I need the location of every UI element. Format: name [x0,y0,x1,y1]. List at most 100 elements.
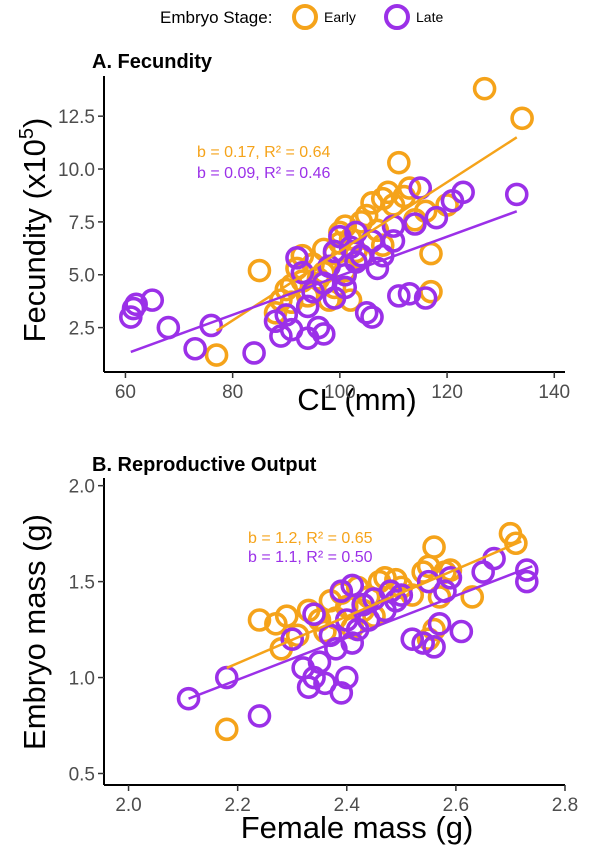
panel-b-point-late [329,681,354,705]
panel-a-point-late [344,250,368,274]
panel-a-xlabel: CL (mm) [297,382,416,417]
panel-a-point-late [306,315,331,340]
panel-a-x-tick-label: 100 [324,382,356,403]
panel-b-point-late [302,602,326,627]
panel-b-y-tick-label: 1.5 [69,573,95,594]
panel-a-y-tick-label: 5.0 [69,266,95,287]
panel-b-point-late [427,612,452,636]
panel-a-x-tick-label: 140 [538,382,570,403]
panel-b-point-late [438,565,463,590]
panel-b-point-late [307,650,332,675]
panel-b-x-tick-label: 2.8 [552,795,578,816]
panel-a-point-early [204,343,229,367]
panel-a-point-late [295,294,320,319]
panel-a-point-late [413,286,438,310]
panel-b-point-early [307,608,332,632]
panel-a-fecundity: A. Fecundity Fecundity (x105) CL (mm) b … [16,51,570,417]
panel-a-point-early [472,76,497,101]
panel-a-annotation-late: b = 0.09, R² = 0.46 [197,165,331,182]
panel-b-point-late [400,627,425,651]
panel-b-annotation-late: b = 1.1, R² = 0.50 [248,549,373,566]
panel-a-point-late [397,281,422,306]
panel-a-point-late [124,292,148,317]
panel-b-point-early [504,531,528,556]
panel-a-point-late [290,260,315,285]
panel-b-point-early [460,585,485,609]
panel-a-fit-line-early [215,136,518,332]
legend-title: Embryo Stage: [160,8,272,27]
legend-late-marker [384,4,410,30]
panel-a-point-late [274,303,299,327]
panel-a-point-late [333,275,358,300]
legend-early-label: Early [324,9,356,25]
panel-a-point-early [370,233,395,257]
panel-b-point-late [482,546,506,571]
panel-a-point-late [183,336,207,361]
panel-b-point-early [274,604,299,628]
panel-b-y-tick-label: 1.0 [69,669,95,690]
panel-a-point-late [424,205,449,230]
legend-item-early: Early [292,4,356,30]
panel-a-point-late [387,284,411,308]
panel-b-point-late [340,573,365,598]
panel-b-x-tick-label: 2.0 [115,795,141,816]
panel-a-y-tick-label: 7.5 [69,213,95,234]
panel-b-fit-line-late [188,565,533,700]
panel-a-point-late [451,180,475,205]
panel-b-xlabel: Female mass (g) [241,810,474,845]
panel-b-point-late [334,665,359,690]
panel-a-point-late [403,212,427,236]
panel-b-point-late [515,558,539,582]
panel-b-y-tick-label: 0.5 [69,764,95,785]
panel-b-point-late [280,627,305,651]
panel-a-y-tick-label: 2.5 [69,319,95,340]
panel-a-point-late [360,305,384,329]
panel-b-point-early [214,717,239,742]
panel-b-ylabel: Embryo mass (g) [17,514,52,750]
panel-a-point-early [419,241,443,266]
panel-a-point-early [338,288,363,312]
legend-late-label: Late [416,9,443,25]
panel-a-point-late [365,256,390,281]
panel-b-point-late [247,704,272,728]
panel-a-point-late [242,341,266,365]
panel-b-reproductive-output: B. Reproductive Output Embryo mass (g) F… [17,454,578,845]
panel-a-x-tick-label: 80 [222,382,243,403]
panel-a-point-late [504,182,529,207]
panel-b-point-late [449,619,474,644]
panel-b-annotation-early: b = 1.2, R² = 0.65 [248,530,373,547]
panel-a-point-early [247,258,272,283]
panel-a-point-early [387,150,411,175]
panel-b-title: B. Reproductive Output [92,454,317,476]
panel-b-y-tick-label: 2.0 [69,477,95,498]
panel-a-x-tick-label: 120 [431,382,463,403]
legend-item-late: Late [384,4,443,30]
panel-a-fit-line-late [130,210,518,354]
panel-a-title: A. Fecundity [92,51,213,73]
panel-a-plot-area: 60 80 100 120 140 2.5 5.0 7.5 10.0 12.5 [58,76,570,403]
panel-b-point-late [411,631,435,655]
panel-a-point-early [295,284,320,308]
panel-a-point-late [354,300,379,325]
legend-early-marker [292,4,318,30]
panel-b-plot-area: 2.0 2.2 2.4 2.6 2.8 0.5 1.0 1.5 2.0 [69,477,579,816]
panel-b-point-late [389,583,414,607]
panel-a-ylabel: Fecundity (x105) [16,118,52,343]
panel-a-point-late [322,239,347,264]
panel-b-point-early [422,535,446,559]
panel-b-fit-line-early [226,540,522,670]
panel-b-point-late [471,560,495,584]
panel-a-point-early [510,106,534,131]
panel-b-x-tick-label: 2.6 [443,795,469,816]
panel-a-point-late [140,288,165,312]
panel-a-point-late [381,229,406,253]
panel-a-point-early [263,300,288,325]
panel-b-point-early [247,608,272,632]
panel-a-point-late [285,246,309,270]
legend: Embryo Stage: Early Late [160,4,443,30]
panel-a-y-tick-label: 12.5 [58,107,95,128]
panel-a-annotation-early: b = 0.17, R² = 0.64 [197,144,331,161]
panel-a-y-tick-label: 10.0 [58,160,95,181]
panel-b-point-late [176,686,201,711]
panel-b-x-tick-label: 2.2 [224,795,250,816]
